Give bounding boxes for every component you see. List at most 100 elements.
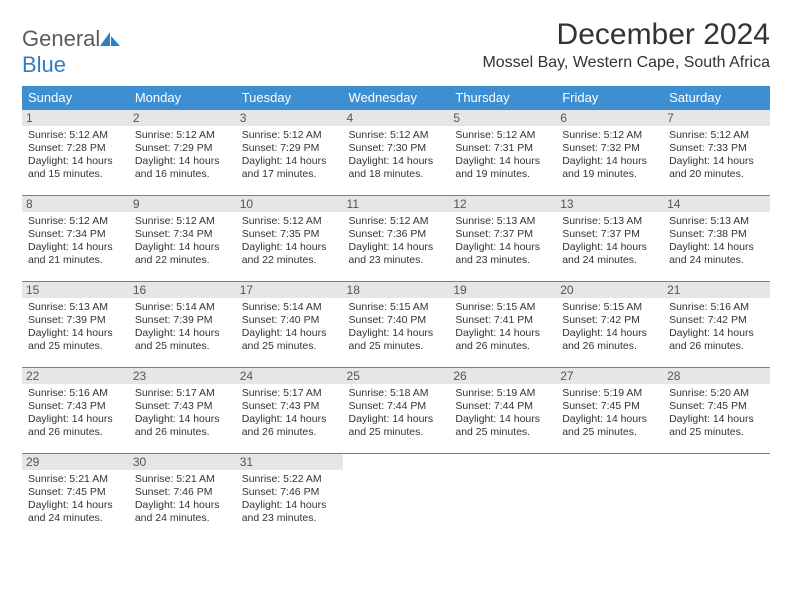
day-header: Saturday — [663, 86, 770, 110]
day-number: 9 — [129, 196, 236, 212]
day-number: 13 — [556, 196, 663, 212]
day-number: 10 — [236, 196, 343, 212]
day-number: 27 — [556, 368, 663, 384]
page-title: December 2024 — [482, 18, 770, 52]
day-details: Sunrise: 5:14 AMSunset: 7:40 PMDaylight:… — [242, 301, 337, 354]
day-header: Friday — [556, 86, 663, 110]
day-number: 7 — [663, 110, 770, 126]
day-details: Sunrise: 5:12 AMSunset: 7:33 PMDaylight:… — [669, 129, 764, 182]
day-details: Sunrise: 5:12 AMSunset: 7:31 PMDaylight:… — [455, 129, 550, 182]
calendar-day: 19 Sunrise: 5:15 AMSunset: 7:41 PMDayligh… — [449, 282, 556, 368]
day-number: 5 — [449, 110, 556, 126]
day-details: Sunrise: 5:12 AMSunset: 7:30 PMDaylight:… — [349, 129, 444, 182]
calendar-day: 8 Sunrise: 5:12 AMSunset: 7:34 PMDaylight… — [22, 196, 129, 282]
day-number: 22 — [22, 368, 129, 384]
calendar-day-empty — [556, 454, 663, 540]
day-details: Sunrise: 5:13 AMSunset: 7:39 PMDaylight:… — [28, 301, 123, 354]
day-details: Sunrise: 5:16 AMSunset: 7:43 PMDaylight:… — [28, 387, 123, 440]
day-number: 31 — [236, 454, 343, 470]
calendar-week: 1 Sunrise: 5:12 AMSunset: 7:28 PMDaylight… — [22, 110, 770, 196]
calendar-day: 29Sunrise: 5:21 AMSunset: 7:45 PMDayligh… — [22, 454, 129, 540]
calendar-week: 15 Sunrise: 5:13 AMSunset: 7:39 PMDayligh… — [22, 282, 770, 368]
location-subtitle: Mossel Bay, Western Cape, South Africa — [482, 54, 770, 72]
calendar-table: SundayMondayTuesdayWednesdayThursdayFrid… — [22, 86, 770, 540]
calendar-head: SundayMondayTuesdayWednesdayThursdayFrid… — [22, 86, 770, 110]
day-number: 14 — [663, 196, 770, 212]
calendar-day-empty — [449, 454, 556, 540]
day-number: 17 — [236, 282, 343, 298]
day-details: Sunrise: 5:16 AMSunset: 7:42 PMDaylight:… — [669, 301, 764, 354]
calendar-day: 7 Sunrise: 5:12 AMSunset: 7:33 PMDaylight… — [663, 110, 770, 196]
day-details: Sunrise: 5:15 AMSunset: 7:40 PMDaylight:… — [349, 301, 444, 354]
day-details: Sunrise: 5:12 AMSunset: 7:34 PMDaylight:… — [135, 215, 230, 268]
day-number: 4 — [343, 110, 450, 126]
calendar-day: 28 Sunrise: 5:20 AMSunset: 7:45 PMDayligh… — [663, 368, 770, 454]
title-block: December 2024 Mossel Bay, Western Cape, … — [482, 18, 770, 72]
calendar-day-empty — [663, 454, 770, 540]
brand-logo: General Blue — [22, 18, 122, 78]
calendar-day: 3Sunrise: 5:12 AMSunset: 7:29 PMDaylight… — [236, 110, 343, 196]
day-details: Sunrise: 5:17 AMSunset: 7:43 PMDaylight:… — [135, 387, 230, 440]
calendar-day: 16 Sunrise: 5:14 AMSunset: 7:39 PMDayligh… — [129, 282, 236, 368]
day-number: 24 — [236, 368, 343, 384]
calendar-day: 5 Sunrise: 5:12 AMSunset: 7:31 PMDaylight… — [449, 110, 556, 196]
day-number: 23 — [129, 368, 236, 384]
day-details: Sunrise: 5:15 AMSunset: 7:42 PMDaylight:… — [562, 301, 657, 354]
brand-text: General Blue — [22, 26, 122, 78]
day-details: Sunrise: 5:19 AMSunset: 7:44 PMDaylight:… — [455, 387, 550, 440]
calendar-day: 24 Sunrise: 5:17 AMSunset: 7:43 PMDayligh… — [236, 368, 343, 454]
header: General Blue December 2024 Mossel Bay, W… — [22, 18, 770, 78]
day-details: Sunrise: 5:19 AMSunset: 7:45 PMDaylight:… — [562, 387, 657, 440]
day-details: Sunrise: 5:17 AMSunset: 7:43 PMDaylight:… — [242, 387, 337, 440]
calendar-day: 20 Sunrise: 5:15 AMSunset: 7:42 PMDayligh… — [556, 282, 663, 368]
day-number: 12 — [449, 196, 556, 212]
day-details: Sunrise: 5:12 AMSunset: 7:28 PMDaylight:… — [28, 129, 123, 182]
day-details: Sunrise: 5:18 AMSunset: 7:44 PMDaylight:… — [349, 387, 444, 440]
day-number: 1 — [22, 110, 129, 126]
day-number: 26 — [449, 368, 556, 384]
calendar-day: 4 Sunrise: 5:12 AMSunset: 7:30 PMDaylight… — [343, 110, 450, 196]
calendar-day: 13 Sunrise: 5:13 AMSunset: 7:37 PMDayligh… — [556, 196, 663, 282]
calendar-week: 8 Sunrise: 5:12 AMSunset: 7:34 PMDaylight… — [22, 196, 770, 282]
day-details: Sunrise: 5:21 AMSunset: 7:46 PMDaylight:… — [135, 473, 230, 526]
calendar-day: 30 Sunrise: 5:21 AMSunset: 7:46 PMDayligh… — [129, 454, 236, 540]
day-number: 15 — [22, 282, 129, 298]
day-details: Sunrise: 5:12 AMSunset: 7:36 PMDaylight:… — [349, 215, 444, 268]
day-header: Tuesday — [236, 86, 343, 110]
calendar-day: 22 Sunrise: 5:16 AMSunset: 7:43 PMDayligh… — [22, 368, 129, 454]
calendar-week: 29Sunrise: 5:21 AMSunset: 7:45 PMDayligh… — [22, 454, 770, 540]
calendar-week: 22 Sunrise: 5:16 AMSunset: 7:43 PMDayligh… — [22, 368, 770, 454]
day-details: Sunrise: 5:20 AMSunset: 7:45 PMDaylight:… — [669, 387, 764, 440]
day-number: 8 — [22, 196, 129, 212]
calendar-day-empty — [343, 454, 450, 540]
calendar-day: 1 Sunrise: 5:12 AMSunset: 7:28 PMDaylight… — [22, 110, 129, 196]
day-number: 16 — [129, 282, 236, 298]
brand-word-2: Blue — [22, 52, 66, 77]
brand-word-1: General — [22, 26, 100, 51]
calendar-day: 9 Sunrise: 5:12 AMSunset: 7:34 PMDaylight… — [129, 196, 236, 282]
calendar-day: 10 Sunrise: 5:12 AMSunset: 7:35 PMDayligh… — [236, 196, 343, 282]
calendar-day: 12Sunrise: 5:13 AMSunset: 7:37 PMDayligh… — [449, 196, 556, 282]
day-details: Sunrise: 5:12 AMSunset: 7:34 PMDaylight:… — [28, 215, 123, 268]
day-number: 6 — [556, 110, 663, 126]
day-number: 25 — [343, 368, 450, 384]
day-number: 29 — [22, 454, 129, 470]
day-number: 21 — [663, 282, 770, 298]
calendar-day: 25 Sunrise: 5:18 AMSunset: 7:44 PMDayligh… — [343, 368, 450, 454]
day-number: 18 — [343, 282, 450, 298]
day-details: Sunrise: 5:22 AMSunset: 7:46 PMDaylight:… — [242, 473, 337, 526]
day-details: Sunrise: 5:12 AMSunset: 7:29 PMDaylight:… — [135, 129, 230, 182]
day-details: Sunrise: 5:13 AMSunset: 7:37 PMDaylight:… — [562, 215, 657, 268]
day-number: 30 — [129, 454, 236, 470]
sail-icon — [100, 32, 122, 46]
day-number: 28 — [663, 368, 770, 384]
day-details: Sunrise: 5:12 AMSunset: 7:32 PMDaylight:… — [562, 129, 657, 182]
day-details: Sunrise: 5:14 AMSunset: 7:39 PMDaylight:… — [135, 301, 230, 354]
day-details: Sunrise: 5:15 AMSunset: 7:41 PMDaylight:… — [455, 301, 550, 354]
day-number: 19 — [449, 282, 556, 298]
calendar-day: 15 Sunrise: 5:13 AMSunset: 7:39 PMDayligh… — [22, 282, 129, 368]
calendar-day: 26 Sunrise: 5:19 AMSunset: 7:44 PMDayligh… — [449, 368, 556, 454]
day-details: Sunrise: 5:12 AMSunset: 7:35 PMDaylight:… — [242, 215, 337, 268]
calendar-body: 1 Sunrise: 5:12 AMSunset: 7:28 PMDaylight… — [22, 110, 770, 540]
day-number: 20 — [556, 282, 663, 298]
